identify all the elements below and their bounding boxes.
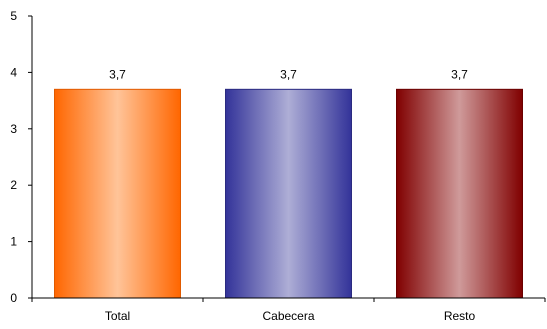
y-tick-label-2: 2	[10, 178, 17, 192]
x-tick-label-total: Total	[105, 309, 130, 323]
y-tick-label-0: 0	[10, 291, 17, 305]
axes-layer	[28, 15, 546, 302]
bar-resto	[396, 88, 523, 299]
bars-layer	[54, 88, 523, 299]
y-tick-label-1: 1	[10, 235, 17, 249]
data-label-resto: 3,7	[451, 67, 468, 81]
x-tick-label-cabecera: Cabecera	[262, 309, 314, 323]
bar-cabecera	[225, 88, 352, 299]
labels-layer: 3,7 Total 3,7 Cabecera 3,7 Resto 0 1 2 3 4 5	[10, 9, 475, 323]
data-label-total: 3,7	[109, 67, 126, 81]
y-tick-label-5: 5	[10, 9, 17, 23]
x-tick-label-resto: Resto	[444, 309, 476, 323]
data-label-cabecera: 3,7	[280, 67, 297, 81]
y-tick-label-4: 4	[10, 65, 17, 79]
y-tick-label-3: 3	[10, 122, 17, 136]
bar-total	[54, 88, 181, 299]
